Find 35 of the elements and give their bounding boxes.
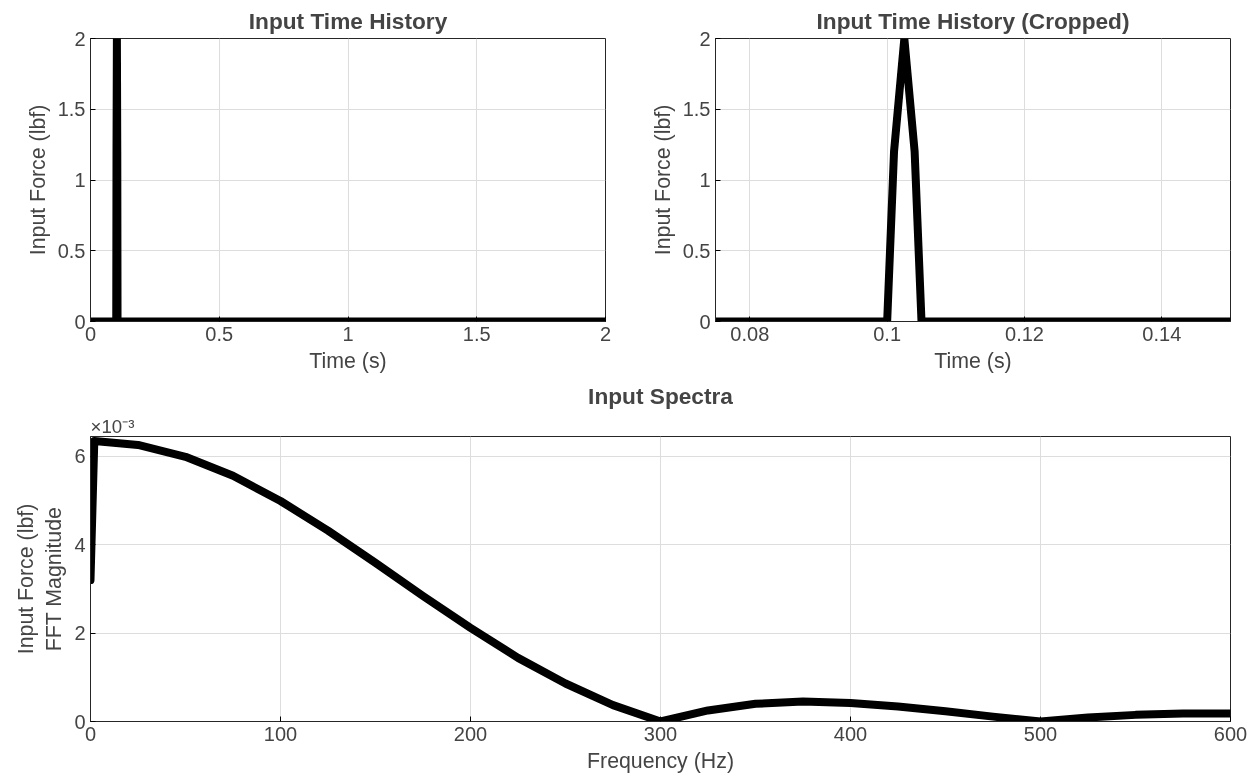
y-tick-label: 0.5	[682, 239, 711, 262]
y-axis-title: Input Force (lbf) FFT Magnitude	[13, 503, 67, 655]
x-tick-label: 600	[1213, 722, 1248, 745]
x-tick-label: 0.12	[1005, 322, 1044, 345]
y-tick-label: 0.5	[57, 239, 86, 262]
y-tick-label: 4	[74, 533, 86, 556]
x-tick-label: 0.1	[873, 322, 902, 345]
x-tick-label: 100	[263, 722, 298, 745]
x-tick-label: 500	[1023, 722, 1058, 745]
y-tick-label: 2	[74, 622, 86, 645]
x-tick-label: 1.5	[462, 322, 491, 345]
x-tick-label: 0.5	[205, 322, 234, 345]
x-axis-title: Time (s)	[309, 348, 387, 373]
x-tick-label: 0.08	[730, 322, 770, 345]
x-tick-label: 1	[342, 322, 354, 345]
y-tick-label: 1	[74, 169, 86, 191]
y-axis-title: Input Force (lbf)	[650, 104, 675, 256]
y-tick-label: 1	[699, 169, 711, 191]
y-tick-label: 2	[74, 27, 86, 50]
x-tick-label: 200	[453, 722, 488, 745]
text: ×10⁻³	[90, 415, 135, 437]
x-axis-title: Frequency (Hz)	[587, 748, 734, 773]
y-tick-label: 1.5	[682, 98, 711, 121]
x-tick-label: 0.14	[1142, 322, 1182, 345]
chart-title: Input Time History (Cropped)	[816, 7, 1130, 34]
y-tick-label: 2	[699, 27, 711, 50]
y-tick-label: 6	[74, 445, 86, 468]
x-axis-title: Time (s)	[934, 348, 1012, 373]
chart-title: Input Time History	[248, 7, 448, 34]
x-tick-label: 300	[643, 722, 678, 745]
y-tick-label: 1.5	[57, 98, 86, 121]
y-axis-title: Input Force (lbf)	[25, 104, 50, 256]
chart-title: Input Spectra	[588, 382, 734, 409]
x-tick-label: 2	[599, 322, 612, 345]
x-tick-label: 400	[833, 722, 868, 745]
